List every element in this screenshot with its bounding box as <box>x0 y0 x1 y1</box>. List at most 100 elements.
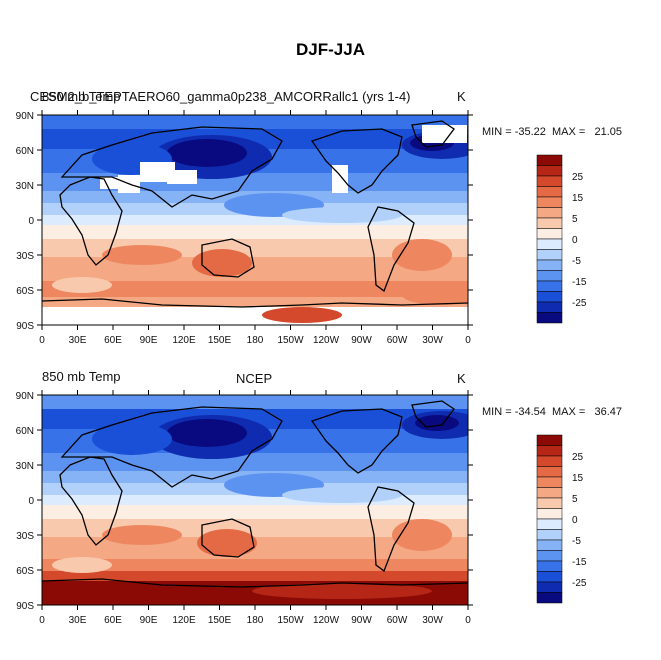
plot-title: DJF-JJA <box>296 40 365 59</box>
colorbar-cell <box>536 280 563 292</box>
missing-data-patch <box>332 165 348 193</box>
temperature-region <box>402 285 468 305</box>
temperature-band <box>42 559 468 571</box>
panel-center-title: NCEP <box>236 371 273 386</box>
colorbar-label: 5 <box>572 214 578 225</box>
lat-label: 0 <box>28 216 34 227</box>
colorbar-label: -25 <box>572 298 587 309</box>
colorbar-label: 5 <box>572 494 578 505</box>
lon-label: 0 <box>39 335 45 346</box>
lon-label: 150W <box>277 615 304 626</box>
lon-label: 60E <box>104 615 122 626</box>
coastline <box>59 176 123 266</box>
coastline <box>310 128 403 194</box>
colorbar-label: 25 <box>572 452 584 463</box>
lon-label: 120W <box>313 615 340 626</box>
lon-label: 30E <box>69 615 87 626</box>
missing-data-patch <box>167 170 197 184</box>
lon-label: 0 <box>465 335 471 346</box>
lat-label: 90N <box>16 111 34 122</box>
temperature-band <box>42 115 468 129</box>
colorbar-cell <box>536 291 563 303</box>
colorbar-label: 15 <box>572 193 584 204</box>
colorbar-cell <box>536 217 563 229</box>
lat-label: 60S <box>16 566 34 577</box>
colorbar-cell <box>536 207 563 219</box>
coastline <box>42 578 468 588</box>
lat-label: 30N <box>16 461 34 472</box>
colorbar-label: -5 <box>572 536 581 547</box>
lon-label: 90W <box>351 335 372 346</box>
lat-label: 30S <box>16 251 34 262</box>
colorbar: 25 15 5 0 -5 -15 -25 <box>536 154 587 324</box>
temperature-region <box>167 419 247 447</box>
colorbar-cell <box>536 175 563 187</box>
colorbar-cell <box>536 196 563 208</box>
colorbar-cell <box>536 238 563 250</box>
colorbar-cell <box>536 455 563 467</box>
coastline <box>201 518 255 558</box>
colorbar-cell <box>536 508 563 520</box>
lat-label: 60N <box>16 146 34 157</box>
colorbar-cell <box>536 445 563 457</box>
colorbar-label: 15 <box>572 473 584 484</box>
temperature-region <box>102 525 182 545</box>
lat-label: 30S <box>16 531 34 542</box>
temperature-region <box>167 139 247 167</box>
temperature-band <box>42 395 468 409</box>
temperature-region <box>282 487 402 503</box>
colorbar-cell <box>536 259 563 271</box>
temperature-region <box>192 249 252 277</box>
lat-label: 90S <box>16 601 34 612</box>
lat-label: 90N <box>16 391 34 402</box>
colorbar-label: -5 <box>572 256 581 267</box>
temperature-map <box>41 114 469 326</box>
coastline <box>42 298 468 308</box>
coastline <box>201 238 255 278</box>
temperature-region <box>197 529 257 557</box>
temperature-region <box>392 239 452 271</box>
temperature-region <box>392 519 452 551</box>
coastline <box>367 486 415 573</box>
lon-label: 60W <box>387 335 408 346</box>
colorbar-cell <box>536 497 563 509</box>
panel-center-title: CESM2_b_TEPTAERO60_gamma0p238_AMCORRallc… <box>30 89 411 104</box>
temperature-band <box>42 571 468 581</box>
colorbar-label: -15 <box>572 557 587 568</box>
coastline <box>59 456 123 546</box>
lon-label: 30W <box>422 335 443 346</box>
min-max-stats: MIN = -34.54 MAX = 36.47 <box>482 406 623 418</box>
lon-label: 30W <box>422 615 443 626</box>
lon-label: 60E <box>104 335 122 346</box>
temperature-band <box>42 225 468 239</box>
temperature-band <box>42 495 468 505</box>
temperature-band <box>42 281 468 297</box>
colorbar-cell <box>536 571 563 583</box>
temperature-region <box>92 423 172 455</box>
colorbar-cell <box>536 186 563 198</box>
lat-label: 0 <box>28 496 34 507</box>
colorbar-label: 0 <box>572 235 578 246</box>
map-axes: 90N 60N 30N 0 30S 60S 90S 0 30E 60E 90E 120E 150E 180… <box>16 110 473 346</box>
colorbar-cell <box>536 518 563 530</box>
min-max-stats: MIN = -35.22 MAX = 21.05 <box>482 126 623 138</box>
colorbar: 25 15 5 0 -5 -15 -25 <box>536 434 587 604</box>
temperature-band <box>42 453 468 471</box>
coastline <box>367 206 415 293</box>
colorbar-cell <box>536 529 563 541</box>
panel-left-title: 850 mb Temp <box>42 369 121 384</box>
colorbar-cell <box>536 487 563 499</box>
lon-label: 90W <box>351 615 372 626</box>
panel-left-title: 850 mb Temp <box>42 89 121 104</box>
temperature-region <box>262 307 342 323</box>
colorbar-cell <box>536 560 563 572</box>
lon-label: 150E <box>208 615 232 626</box>
map-axes: 90N 60N 30N 0 30S 60S 90S 0 30E 60E 90E 120E 150E 180… <box>16 390 473 626</box>
colorbar-cell <box>536 434 563 446</box>
lon-label: 180 <box>247 335 264 346</box>
temperature-region <box>52 557 112 573</box>
colorbar-cell <box>536 312 563 324</box>
temperature-region <box>52 277 112 293</box>
temperature-band <box>42 307 468 325</box>
coastline <box>60 406 283 488</box>
